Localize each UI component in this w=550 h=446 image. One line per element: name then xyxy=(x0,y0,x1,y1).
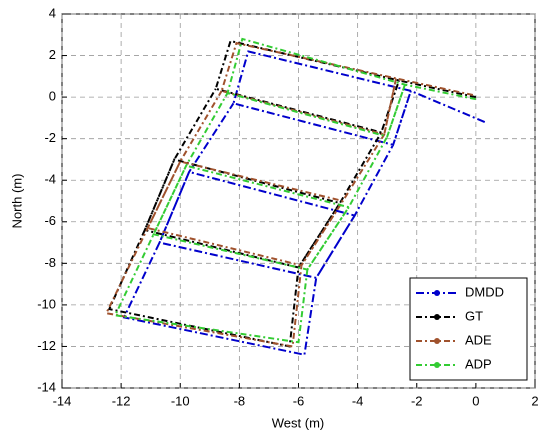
x-tick-label: 2 xyxy=(531,393,538,408)
x-tick-label: -6 xyxy=(293,393,305,408)
trajectory-line xyxy=(113,37,477,344)
legend-box xyxy=(409,277,528,381)
trajectory-line xyxy=(107,39,477,348)
x-tick-label: -4 xyxy=(352,393,364,408)
y-axis-label: North (m) xyxy=(9,174,24,229)
x-tick-label: -10 xyxy=(171,393,190,408)
y-tick-label: -2 xyxy=(44,130,56,145)
y-tick-label: 0 xyxy=(49,89,56,104)
x-tick-label: -8 xyxy=(234,393,246,408)
trajectory-line xyxy=(104,41,474,348)
legend: DMDD GT ADE ADP xyxy=(409,277,528,381)
legend-marker xyxy=(434,362,440,368)
y-tick-label: -8 xyxy=(44,255,56,270)
x-axis-label: West (m) xyxy=(272,415,324,430)
y-tick-label: -4 xyxy=(44,172,56,187)
legend-marker xyxy=(434,290,440,296)
x-tick-label: -14 xyxy=(53,393,72,408)
legend-marker xyxy=(434,338,440,344)
legend-label: ADP xyxy=(465,356,492,371)
legend-label: GT xyxy=(465,308,483,323)
x-tick-label: -12 xyxy=(112,393,131,408)
legend-label: ADE xyxy=(465,332,492,347)
y-tick-label: 4 xyxy=(49,5,56,20)
y-tick-label: -14 xyxy=(37,379,56,394)
y-tick-label: 2 xyxy=(49,47,56,62)
legend-label: DMDD xyxy=(465,284,504,299)
legend-marker xyxy=(434,314,440,320)
x-tick-label: 0 xyxy=(472,393,479,408)
y-tick-label: -12 xyxy=(37,338,56,353)
y-tick-label: -10 xyxy=(37,296,56,311)
x-tick-label: -2 xyxy=(411,393,423,408)
y-tick-label: -6 xyxy=(44,213,56,228)
